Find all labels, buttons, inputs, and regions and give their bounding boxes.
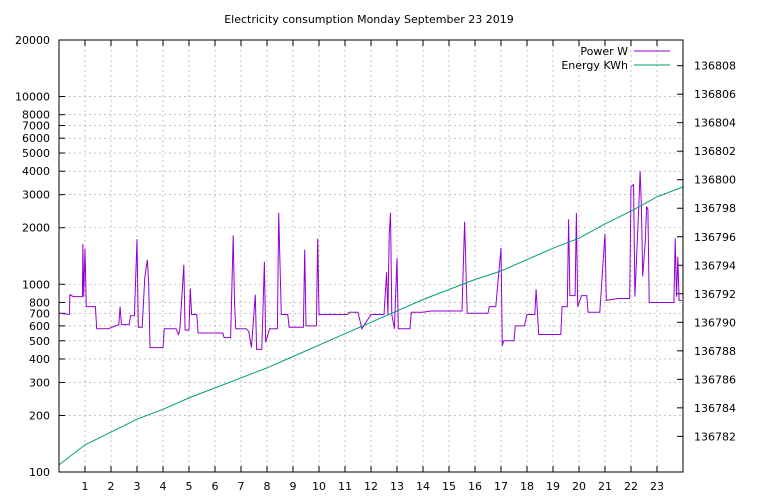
y-left-tick-label: 2000 (22, 222, 50, 235)
y-right-tick-label: 136808 (694, 60, 736, 73)
x-tick-label: 11 (338, 480, 352, 493)
series-lines (58, 171, 684, 466)
x-tick-label: 13 (390, 480, 404, 493)
x-tick-label: 8 (264, 480, 271, 493)
y-right-tick-label: 136792 (694, 288, 736, 301)
y-left-tick-label: 400 (29, 353, 50, 366)
y-left-tick-label: 1000 (22, 278, 50, 291)
x-tick-label: 15 (442, 480, 456, 493)
y-left-tick-label: 6000 (22, 132, 50, 145)
y-right-tick-label: 136784 (694, 402, 736, 415)
y-left-tick-label: 300 (29, 376, 50, 389)
y-left-tick-label: 500 (29, 335, 50, 348)
y-right-tick-label: 136788 (694, 345, 736, 358)
x-tick-label: 9 (290, 480, 297, 493)
y-right-tick-label: 136790 (694, 316, 736, 329)
y-left-tick-label: 20000 (15, 34, 50, 47)
x-tick-label: 21 (598, 480, 612, 493)
x-tick-label: 10 (312, 480, 326, 493)
x-tick-label: 16 (468, 480, 482, 493)
y-right-tick-label: 136796 (694, 231, 736, 244)
y-left-tick-label: 700 (29, 307, 50, 320)
x-tick-label: 1 (82, 480, 89, 493)
x-tick-label: 7 (238, 480, 245, 493)
x-tick-label: 19 (546, 480, 560, 493)
legend-label-power: Power W (580, 45, 628, 58)
y-left-tick-label: 8000 (22, 109, 50, 122)
x-tick-label: 18 (520, 480, 534, 493)
x-tick-label: 17 (494, 480, 508, 493)
x-tick-label: 3 (134, 480, 141, 493)
x-tick-label: 22 (624, 480, 638, 493)
x-tick-label: 4 (160, 480, 167, 493)
legend-label-energy: Energy KWh (561, 59, 628, 72)
y-right-tick-label: 136782 (694, 430, 736, 443)
x-tick-label: 6 (212, 480, 219, 493)
grid-lines (59, 39, 683, 473)
x-tick-label: 5 (186, 480, 193, 493)
x-tick-label: 20 (572, 480, 586, 493)
x-tick-label: 23 (650, 480, 664, 493)
x-tick-label: 12 (364, 480, 378, 493)
y-left-tick-label: 800 (29, 296, 50, 309)
y-right-tick-label: 136786 (694, 373, 736, 386)
y-left-tick-label: 100 (29, 466, 50, 479)
axis-ticks (59, 39, 683, 473)
tick-labels: 1 2 3 4 5 6 7 8 9 10 11 12 13 14 15 16 17 18 19 20 21 22 23100… (15, 34, 736, 493)
y-left-tick-label: 600 (29, 320, 50, 333)
y-left-tick-label: 7000 (22, 120, 50, 133)
legend: Power W Energy KWh (561, 45, 670, 72)
y-left-tick-label: 200 (29, 409, 50, 422)
chart-title: Electricity consumption Monday September… (224, 13, 514, 26)
series-line-energy (58, 186, 684, 466)
y-left-tick-label: 3000 (22, 189, 50, 202)
x-tick-label: 2 (108, 480, 115, 493)
y-left-tick-label: 4000 (22, 165, 50, 178)
y-right-tick-label: 136806 (694, 88, 736, 101)
plot-frame (58, 39, 684, 473)
y-right-tick-label: 136802 (694, 145, 736, 158)
y-right-tick-label: 136800 (694, 174, 736, 187)
y-left-tick-label: 10000 (15, 91, 50, 104)
y-right-tick-label: 136804 (694, 117, 736, 130)
series-line-power (58, 171, 682, 350)
y-left-tick-label: 5000 (22, 147, 50, 160)
y-right-tick-label: 136794 (694, 259, 736, 272)
y-right-tick-label: 136798 (694, 202, 736, 215)
x-tick-label: 14 (416, 480, 430, 493)
